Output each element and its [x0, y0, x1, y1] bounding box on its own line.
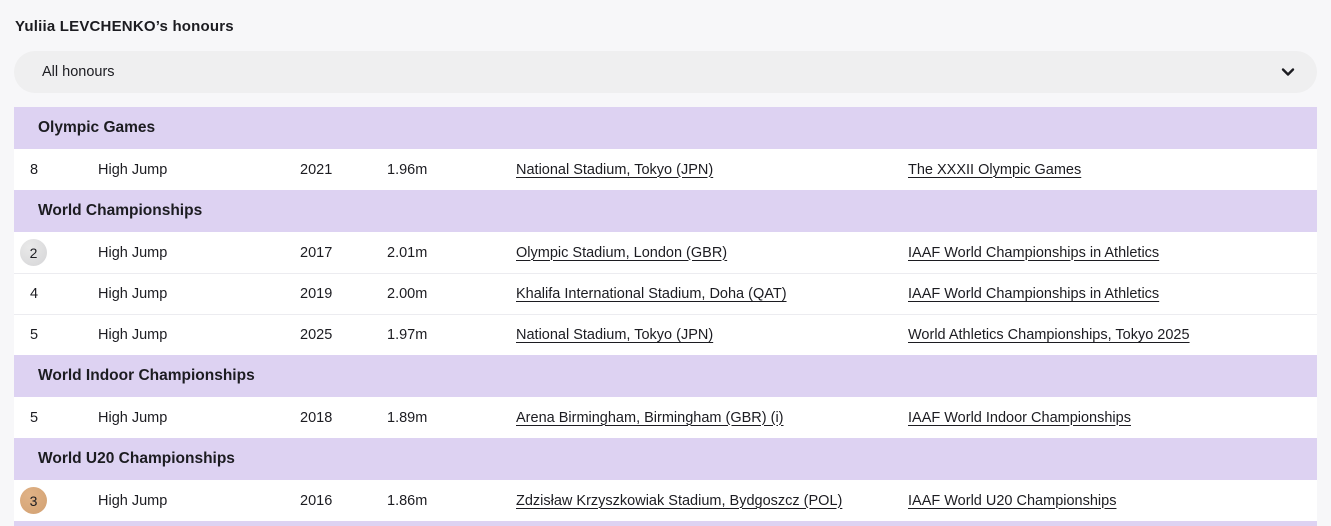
year-cell: 2021	[300, 161, 333, 178]
discipline-cell: High Jump	[98, 409, 168, 426]
place-value: 4	[29, 286, 39, 302]
section-header-partial	[14, 521, 1317, 526]
section-header-olympic-games: Olympic Games	[14, 107, 1317, 149]
place-cell: 4	[14, 280, 98, 308]
table-row: 5 High Jump 2025 1.97m National Stadium,…	[14, 314, 1317, 355]
competition-link[interactable]: IAAF World Championships in Athletics	[908, 244, 1160, 261]
venue-cell: Arena Birmingham, Birmingham (GBR) (i)	[516, 410, 908, 426]
silver-medal-badge: 2	[20, 239, 47, 266]
competition-cell: IAAF World U20 Championships	[908, 493, 1317, 509]
discipline-cell: High Jump	[98, 286, 168, 302]
section-header-world-u20-championships: World U20 Championships	[14, 438, 1317, 480]
honours-filter-dropdown[interactable]: All honours	[14, 51, 1317, 93]
venue-cell: Zdzisław Krzyszkowiak Stadium, Bydgoszcz…	[516, 493, 908, 509]
competition-link[interactable]: IAAF World Indoor Championships	[908, 409, 1131, 426]
competition-cell: IAAF World Championships in Athletics	[908, 286, 1317, 302]
venue-link[interactable]: Zdzisław Krzyszkowiak Stadium, Bydgoszcz…	[516, 492, 843, 509]
competition-link[interactable]: The XXXII Olympic Games	[908, 161, 1082, 178]
section-header-world-championships: World Championships	[14, 190, 1317, 232]
place-cell: 2	[14, 239, 98, 266]
year-cell: 2018	[300, 409, 333, 426]
table-row: 3 High Jump 2016 1.86m Zdzisław Krzyszko…	[14, 480, 1317, 521]
discipline-cell: High Jump	[98, 161, 168, 178]
place-cell: 3	[14, 487, 98, 514]
venue-cell: National Stadium, Tokyo (JPN)	[516, 327, 908, 343]
section-title: Olympic Games	[38, 119, 156, 136]
discipline-cell: High Jump	[98, 327, 168, 343]
place-cell: 5	[14, 404, 98, 432]
section-title: World Indoor Championships	[38, 367, 255, 384]
venue-cell: National Stadium, Tokyo (JPN)	[516, 162, 908, 178]
competition-cell: The XXXII Olympic Games	[908, 162, 1317, 178]
year-cell: 2016	[300, 492, 333, 509]
mark-cell: 2.00m	[387, 286, 428, 302]
competition-cell: IAAF World Indoor Championships	[908, 410, 1317, 426]
competition-link[interactable]: World Athletics Championships, Tokyo 202…	[908, 327, 1190, 343]
section-title: World U20 Championships	[38, 450, 235, 467]
place-value: 5	[29, 409, 39, 426]
place-cell: 5	[14, 321, 98, 349]
competition-link[interactable]: IAAF World Championships in Athletics	[908, 286, 1160, 302]
venue-cell: Khalifa International Stadium, Doha (QAT…	[516, 286, 908, 302]
venue-link[interactable]: Khalifa International Stadium, Doha (QAT…	[516, 286, 787, 302]
bronze-medal-badge: 3	[20, 487, 47, 514]
page-title: Yuliia LEVCHENKO’s honours	[15, 18, 234, 35]
discipline-cell: High Jump	[98, 492, 168, 509]
year-cell: 2017	[300, 244, 333, 261]
competition-cell: IAAF World Championships in Athletics	[908, 245, 1317, 261]
honours-table: Olympic Games 8 High Jump 2021 1.96m Nat…	[14, 107, 1317, 526]
section-header-world-indoor-championships: World Indoor Championships	[14, 355, 1317, 397]
table-row: 8 High Jump 2021 1.96m National Stadium,…	[14, 149, 1317, 190]
mark-cell: 1.97m	[387, 327, 428, 343]
venue-link[interactable]: Olympic Stadium, London (GBR)	[516, 244, 728, 261]
table-row: 2 High Jump 2017 2.01m Olympic Stadium, …	[14, 232, 1317, 273]
year-cell: 2019	[300, 286, 333, 302]
venue-link[interactable]: National Stadium, Tokyo (JPN)	[516, 161, 714, 178]
mark-cell: 1.89m	[387, 409, 428, 426]
year-cell: 2025	[300, 327, 333, 343]
table-row: 5 High Jump 2018 1.89m Arena Birmingham,…	[14, 397, 1317, 438]
table-row: 4 High Jump 2019 2.00m Khalifa Internati…	[14, 273, 1317, 314]
place-value: 5	[29, 327, 39, 343]
venue-link[interactable]: National Stadium, Tokyo (JPN)	[516, 327, 714, 343]
mark-cell: 1.86m	[387, 492, 428, 509]
competition-link[interactable]: IAAF World U20 Championships	[908, 492, 1117, 509]
discipline-cell: High Jump	[98, 244, 168, 261]
mark-cell: 2.01m	[387, 244, 428, 261]
mark-cell: 1.96m	[387, 161, 428, 178]
competition-cell: World Athletics Championships, Tokyo 202…	[908, 327, 1317, 343]
place-value: 8	[29, 161, 39, 178]
venue-link[interactable]: Arena Birmingham, Birmingham (GBR) (i)	[516, 409, 784, 426]
place-cell: 8	[14, 156, 98, 184]
section-title: World Championships	[38, 202, 203, 219]
honours-filter-selected-value: All honours	[42, 64, 115, 80]
venue-cell: Olympic Stadium, London (GBR)	[516, 245, 908, 261]
chevron-down-icon	[1281, 68, 1295, 76]
